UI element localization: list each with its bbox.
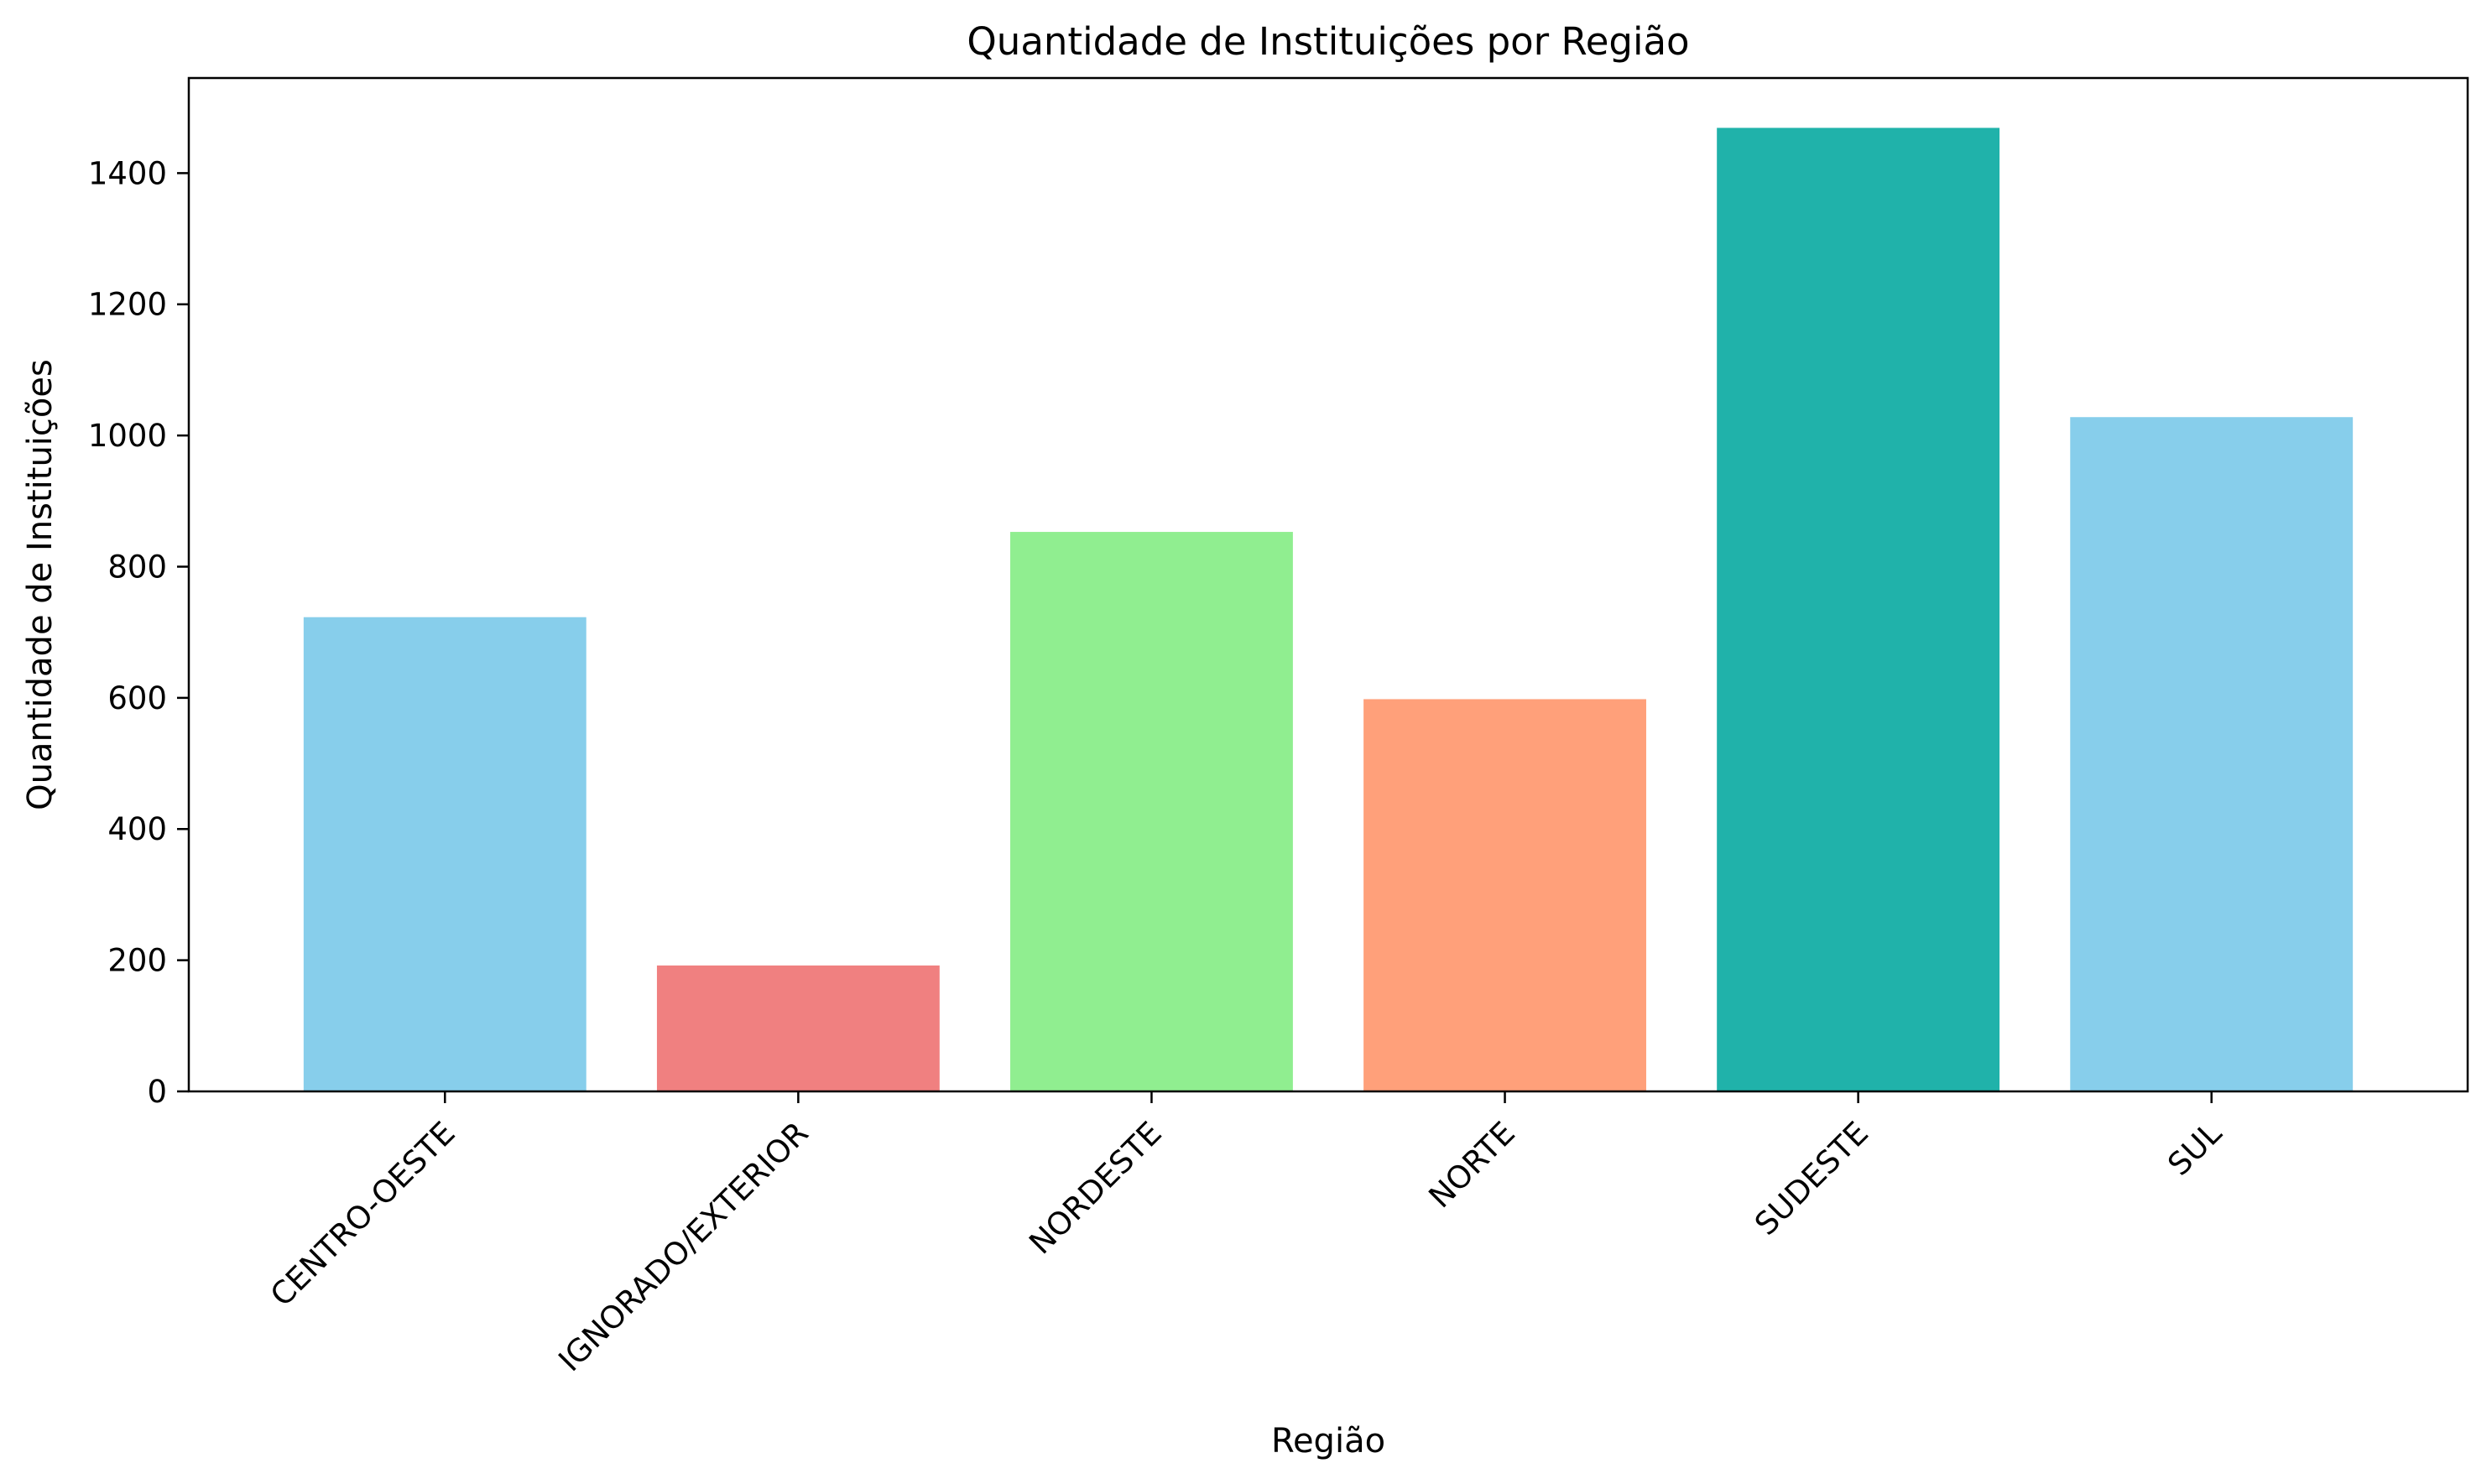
x-tick-label: NORTE — [1422, 1115, 1522, 1215]
x-axis-title: Região — [1271, 1422, 1385, 1461]
x-tick-label: CENTRO-OESTE — [263, 1115, 462, 1314]
y-tick-label: 800 — [107, 549, 167, 585]
x-tick-label: SUDESTE — [1748, 1115, 1875, 1242]
y-axis-title: Quantidade de Instituições — [21, 359, 60, 810]
chart-title: Quantidade de Instituições por Região — [967, 19, 1689, 64]
x-tick-label: NORDESTE — [1022, 1115, 1169, 1262]
bar — [1717, 128, 2000, 1092]
bar — [656, 965, 940, 1091]
bar — [2070, 417, 2354, 1091]
y-axis: 0 200 400 600 800 1000 1200 1400 — [88, 155, 189, 1110]
x-axis: CENTRO-OESTE IGNORADO/EXTERIOR NORDESTE NOR… — [263, 1091, 2229, 1378]
y-tick-label: 600 — [107, 680, 167, 716]
y-tick-label: 1400 — [88, 155, 167, 191]
bar — [303, 617, 587, 1091]
y-tick-label: 200 — [107, 943, 167, 979]
plot-frame — [187, 76, 2469, 1093]
y-tick-label: 1200 — [88, 287, 167, 323]
y-tick-label: 1000 — [88, 418, 167, 454]
plot-area — [303, 128, 2354, 1092]
y-tick-label: 400 — [107, 811, 167, 847]
x-tick-label: IGNORADO/EXTERIOR — [551, 1115, 815, 1378]
y-tick-label: 0 — [147, 1074, 167, 1110]
bar — [1010, 532, 1293, 1091]
x-tick-label: SUL — [2161, 1115, 2229, 1183]
bar — [1363, 699, 1646, 1091]
